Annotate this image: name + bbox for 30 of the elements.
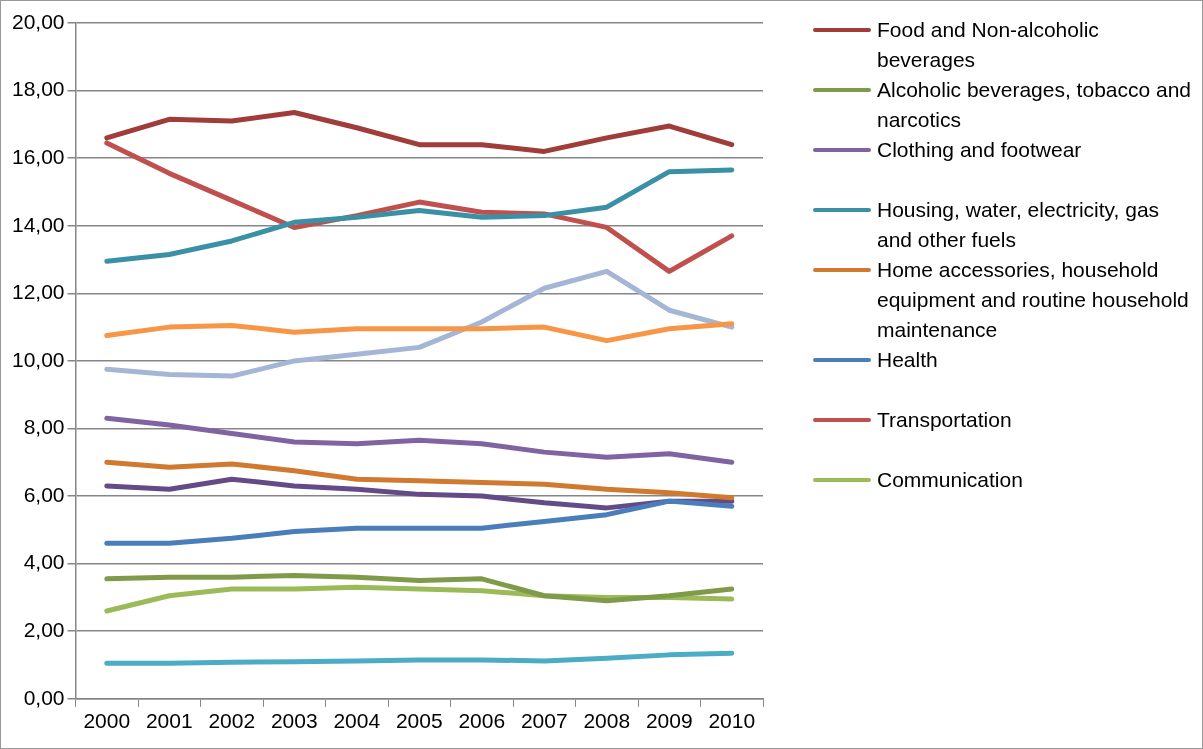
legend-label: Communication [877,467,1023,493]
x-tick-label: 2007 [520,709,568,733]
x-tick-label: 2004 [333,709,381,733]
y-tick-label: 8,00 [23,415,65,439]
y-tick-label: 4,00 [23,550,65,574]
x-tick-label: 2009 [645,709,693,733]
y-tick-label: 14,00 [11,212,65,236]
x-tick-label: 2005 [395,709,443,733]
legend-label: Transportation [877,407,1012,433]
y-tick-label: 12,00 [11,280,65,304]
y-tick-label: 2,00 [23,618,65,642]
x-tick-label: 2003 [270,709,318,733]
legend-label: Housing, water, electricity, gas and other fuels [877,197,1161,253]
y-tick-label: 18,00 [11,77,65,101]
legend-label: Food and Non-alcoholic beverages [877,17,1100,73]
legend-label: Health [877,347,938,373]
y-tick-label: 20,00 [11,9,65,33]
y-tick-label: 0,00 [23,685,65,709]
x-tick-label: 2000 [83,709,131,733]
x-tick-label: 2008 [583,709,631,733]
legend-label: Alcoholic beverages, tobacco and narcotics [877,77,1193,133]
legend-label: Home accessories, household equipment and routine household maintenance [877,257,1190,343]
legend-label: Clothing and footwear [877,137,1082,163]
x-tick-label: 2001 [145,709,193,733]
y-tick-label: 10,00 [11,347,65,371]
y-tick-label: 16,00 [11,144,65,168]
x-tick-label: 2002 [208,709,256,733]
y-tick-label: 6,00 [23,482,65,506]
x-tick-label: 2006 [458,709,506,733]
x-tick-label: 2010 [708,709,756,733]
